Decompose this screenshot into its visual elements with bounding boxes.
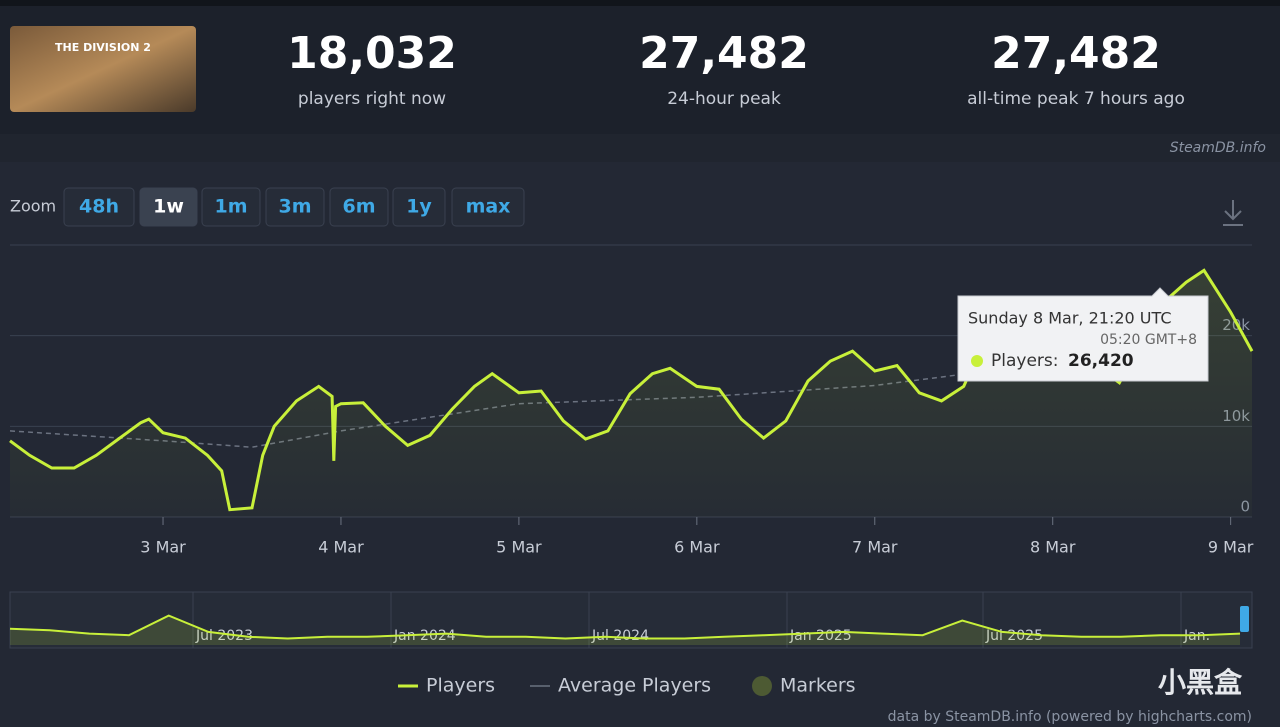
zoom-button-label[interactable]: 3m [278, 196, 311, 218]
legend-average[interactable]: Average Players [558, 675, 711, 697]
tooltip-time: 05:20 GMT+8 [1100, 332, 1197, 348]
stat-value: 27,482 [639, 28, 809, 79]
zoom-button[interactable] [392, 187, 446, 227]
zoom-button-label[interactable]: 1y [406, 196, 432, 218]
zoom-button[interactable] [201, 187, 261, 227]
header [0, 6, 1280, 134]
zoom-button-label[interactable]: 1w [153, 196, 184, 218]
navigator-handle[interactable] [1240, 606, 1249, 632]
stat-label: players right now [298, 89, 446, 109]
stat-label: 24-hour peak [667, 89, 781, 109]
zoom-button[interactable] [329, 187, 389, 227]
zoom-button-label[interactable]: 48h [79, 196, 119, 218]
x-tick-label: 3 Mar [140, 538, 186, 557]
tooltip-dot [971, 355, 983, 367]
stat-label: all-time peak 7 hours ago [967, 89, 1185, 109]
tooltip-title: Sunday 8 Mar, 21:20 UTC [968, 309, 1172, 328]
zoom-button-label[interactable]: max [466, 196, 511, 218]
zoom-button[interactable] [139, 187, 198, 227]
source: SteamDB.info [1170, 140, 1266, 156]
navigator-label: Jul 2024 [591, 628, 649, 644]
legend-markers-icon[interactable] [752, 676, 772, 696]
tooltip-series: Players: [991, 351, 1059, 371]
source-bar [0, 134, 1280, 162]
stat-value: 27,482 [991, 28, 1161, 79]
zoom-button[interactable] [63, 187, 135, 227]
navigator-label: Jan 2024 [393, 628, 456, 644]
cover-title: THE DIVISION 2 [55, 41, 151, 54]
x-tick-label: 5 Mar [496, 538, 542, 557]
zoom-button[interactable] [265, 187, 325, 227]
zoom-button-label[interactable]: 6m [342, 196, 375, 218]
tooltip-value: 26,420 [1068, 351, 1134, 371]
navigator-line [9, 614, 1241, 640]
x-tick-label: 4 Mar [318, 538, 364, 557]
legend-players[interactable]: Players [426, 675, 495, 697]
credits: data by SteamDB.info (powered by highcha… [888, 709, 1252, 725]
top-strip [0, 0, 1280, 6]
x-tick-label: 8 Mar [1030, 538, 1076, 557]
x-tick-label: 6 Mar [674, 538, 720, 557]
legend-markers[interactable]: Markers [780, 675, 856, 697]
zoom-button-label[interactable]: 1m [214, 196, 247, 218]
x-tick-label: 7 Mar [852, 538, 898, 557]
zoom-button[interactable] [451, 187, 525, 227]
stat-value: 18,032 [287, 28, 457, 79]
watermark: 小黑盒 [1158, 666, 1243, 699]
tooltip-box [957, 287, 1209, 382]
game-cover [10, 26, 196, 112]
x-tick-label: 9 Mar [1208, 538, 1254, 557]
download-icon[interactable] [1223, 200, 1243, 226]
zoom-label: Zoom [10, 197, 56, 216]
